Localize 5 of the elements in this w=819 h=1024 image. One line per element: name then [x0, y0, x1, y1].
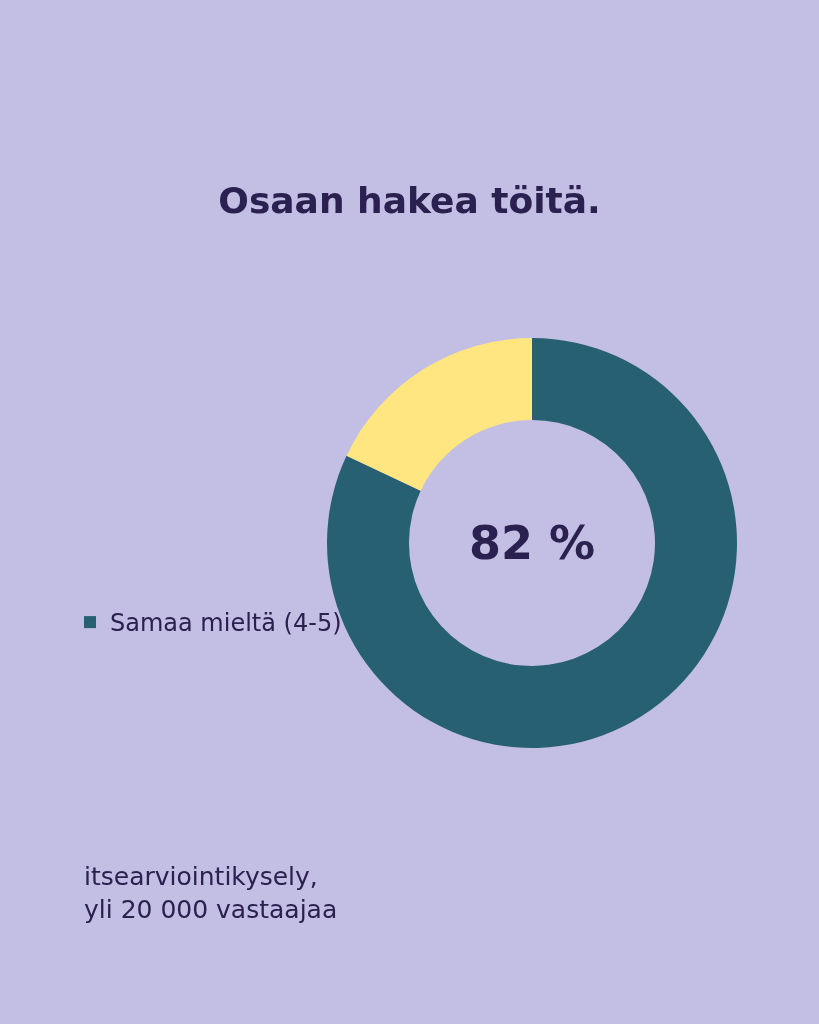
text: itsearviointikysely, yli 20 000 vastaajaa	[84, 862, 338, 924]
donut-slice	[346, 338, 532, 491]
legend-label: Samaa mieltä (4-5)	[110, 609, 342, 638]
text: 82 %	[469, 516, 596, 570]
chart-title: Osaan hakea töitä.	[218, 179, 601, 221]
